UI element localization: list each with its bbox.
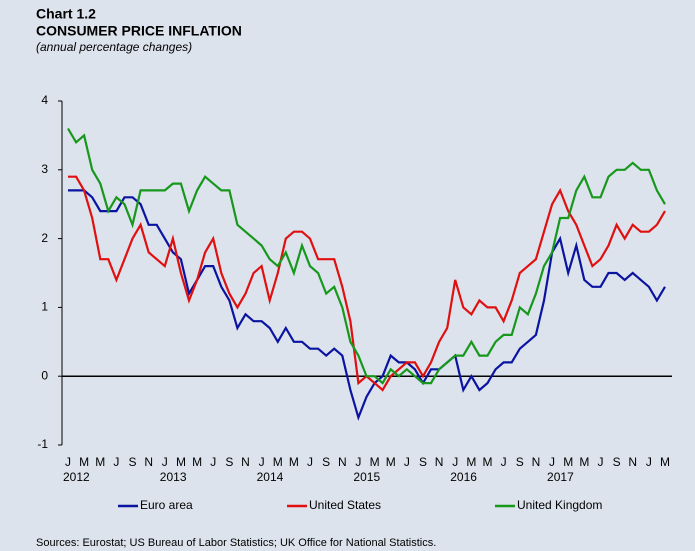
- x-tick-label: M: [289, 455, 299, 469]
- source: Sources: Eurostat; US Bureau of Labor St…: [36, 537, 436, 549]
- x-tick-label: M: [579, 455, 589, 469]
- x-tick-label: S: [322, 455, 330, 469]
- legend-label: United States: [309, 498, 381, 512]
- x-tick-label: S: [516, 455, 524, 469]
- x-tick-label: S: [129, 455, 137, 469]
- x-tick-label: S: [613, 455, 621, 469]
- x-tick-label: J: [452, 455, 458, 469]
- line-series: [67, 127, 666, 385]
- x-tick-label: N: [628, 455, 637, 469]
- x-tick-label: S: [419, 455, 427, 469]
- line-series: [68, 175, 666, 392]
- x-tick-label: J: [162, 455, 168, 469]
- chart-note: (annual percentage changes): [36, 40, 192, 54]
- x-tick-label: M: [483, 455, 493, 469]
- x-tick-label: N: [435, 455, 444, 469]
- x-tick-label: J: [501, 455, 507, 469]
- x-tick-label: J: [259, 455, 265, 469]
- x-tick-label: J: [307, 455, 313, 469]
- x-tick-label: N: [144, 455, 153, 469]
- x-tick-label: J: [597, 455, 603, 469]
- x-tick-label: M: [79, 455, 89, 469]
- y-tick-label: 2: [41, 231, 48, 245]
- x-tick-label: N: [338, 455, 347, 469]
- x-tick-label: J: [404, 455, 410, 469]
- y-tick-label: 4: [41, 93, 48, 107]
- x-tick-label: M: [386, 455, 396, 469]
- year-label: 2016: [450, 470, 477, 484]
- year-label: 2015: [353, 470, 380, 484]
- x-tick-label: M: [273, 455, 283, 469]
- year-label: 2013: [160, 470, 187, 484]
- legend-label: United Kingdom: [517, 498, 602, 512]
- chart-subtitle: CONSUMER PRICE INFLATION: [36, 23, 242, 39]
- x-tick-label: M: [563, 455, 573, 469]
- y-tick-label: 1: [41, 300, 48, 314]
- x-tick-label: J: [549, 455, 555, 469]
- x-tick-label: N: [532, 455, 541, 469]
- x-tick-label: J: [210, 455, 216, 469]
- year-label: 2017: [547, 470, 574, 484]
- x-tick-label: N: [241, 455, 250, 469]
- y-tick-label: 3: [41, 162, 48, 176]
- x-tick-label: S: [225, 455, 233, 469]
- y-tick-label: -1: [37, 437, 48, 451]
- x-tick-label: J: [646, 455, 652, 469]
- year-label: 2012: [63, 470, 90, 484]
- legend-label: Euro area: [140, 498, 193, 512]
- chart-title: Chart 1.2: [36, 6, 96, 22]
- x-tick-label: M: [176, 455, 186, 469]
- x-tick-label: J: [355, 455, 361, 469]
- year-label: 2014: [257, 470, 284, 484]
- line-series: [68, 189, 666, 421]
- x-tick-label: M: [370, 455, 380, 469]
- x-tick-label: M: [466, 455, 476, 469]
- x-tick-label: J: [65, 455, 71, 469]
- y-tick-label: 0: [41, 368, 48, 382]
- x-tick-label: J: [113, 455, 119, 469]
- x-tick-label: M: [95, 455, 105, 469]
- x-tick-label: M: [660, 455, 670, 469]
- x-tick-label: M: [192, 455, 202, 469]
